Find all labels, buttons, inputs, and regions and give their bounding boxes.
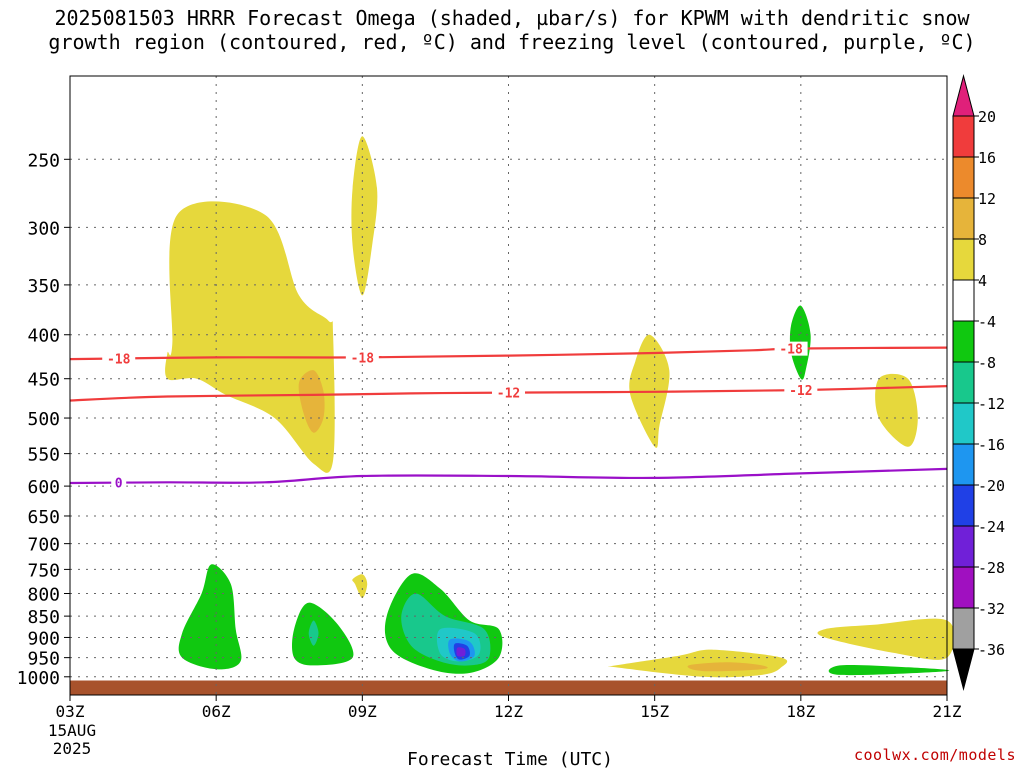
x-tick-label: 06Z [202, 702, 231, 721]
contour-label-0-0: -18 [107, 352, 131, 367]
y-tick-label: 400 [27, 326, 60, 347]
colorbar-label: 20 [978, 108, 996, 126]
colorbar-label: -32 [978, 600, 1005, 618]
colorbar-bin [952, 484, 975, 527]
x-date-label: 15AUG [48, 721, 96, 740]
colorbar-bin [952, 115, 975, 158]
contour-label-0-2: -18 [779, 343, 803, 358]
omega-region-10 [291, 602, 354, 666]
contour-label-bg [491, 385, 525, 400]
contour-label-bg [345, 350, 379, 365]
contour-line-2 [69, 467, 948, 485]
colorbar-label: -24 [978, 518, 1005, 536]
y-tick-label: 600 [27, 477, 60, 498]
omega-region-11 [308, 620, 319, 646]
y-tick-label: 350 [27, 276, 60, 297]
y-tick-label: 300 [27, 218, 60, 239]
colorbar-label: -20 [978, 477, 1005, 495]
colorbar-label: -36 [978, 641, 1005, 659]
colorbar-bin [952, 156, 975, 199]
y-tick-label: 450 [27, 370, 60, 391]
y-tick-label: 800 [27, 584, 60, 605]
contour-label-0-1: -18 [351, 351, 375, 366]
colorbar-bin [952, 443, 975, 486]
chart-title-line2: growth region (contoured, red, ºC) and f… [48, 30, 976, 54]
colorbar-label: -4 [978, 313, 996, 331]
colorbar-bin [952, 566, 975, 609]
colorbar-bin [952, 197, 975, 240]
x-date-label: 2025 [53, 739, 92, 758]
chart-title-line1: 2025081503 HRRR Forecast Omega (shaded, … [54, 6, 970, 30]
colorbar-label: 16 [978, 149, 996, 167]
contour-label-bg [784, 383, 818, 398]
contour-label-bg [774, 341, 808, 356]
omega-region-3 [352, 574, 368, 599]
colorbar-label: 4 [978, 272, 987, 290]
x-axis-label: Forecast Time (UTC) [407, 749, 613, 768]
y-tick-label: 700 [27, 535, 60, 556]
contour-layer: -18 -18 -18 -12 -12 0 [69, 341, 948, 492]
colorbar-bin [952, 361, 975, 404]
y-tick-label: 900 [27, 628, 60, 649]
chart-title: 2025081503 HRRR Forecast Omega (shaded, … [0, 6, 1024, 54]
omega-region-17 [456, 647, 466, 657]
colorbar-bin [952, 525, 975, 568]
colorbar-label: 12 [978, 190, 996, 208]
colorbar-label: -12 [978, 395, 1005, 413]
x-tick-label: 18Z [786, 702, 815, 721]
y-axis: 2503003504004505005506006507007508008509… [17, 150, 70, 689]
omega-region-9 [178, 564, 242, 670]
contour-label-bg [102, 351, 136, 366]
colorbar-label: -28 [978, 559, 1005, 577]
y-tick-label: 650 [27, 507, 60, 528]
colorbar-label: -16 [978, 436, 1005, 454]
colorbar-bin [952, 238, 975, 281]
colorbar-bin [952, 279, 975, 322]
contour-label-bg [111, 475, 127, 490]
terrain-band [70, 680, 947, 695]
colorbar-bin [952, 402, 975, 445]
y-tick-label: 550 [27, 445, 60, 466]
colorbar-over-triangle [952, 74, 975, 117]
omega-region-19 [828, 665, 950, 676]
y-tick-label: 750 [27, 560, 60, 581]
x-axis: Forecast Time (UTC) 03Z 06Z 09Z 12Z 15Z 18Z 21… [48, 695, 962, 768]
x-tick-label: 12Z [494, 702, 523, 721]
colorbar-label: 8 [978, 231, 987, 249]
contour-label-1-1: -12 [789, 384, 812, 399]
terrain-layer [70, 680, 947, 695]
contour-label-1-0: -12 [497, 387, 520, 402]
y-tick-label: 850 [27, 607, 60, 628]
x-tick-label: 03Z [56, 702, 85, 721]
colorbar-label: -8 [978, 354, 996, 372]
colorbar: 20 16 12 8 4 -4 -8 -12 -16 -20 -24 -28 -32 -36 [952, 74, 1005, 691]
omega-region-1 [298, 370, 325, 433]
colorbar-bin [952, 607, 975, 650]
omega-region-2 [351, 136, 378, 296]
y-tick-label: 1000 [17, 668, 60, 689]
x-tick-label: 09Z [348, 702, 377, 721]
source-credit: coolwx.com/models [853, 746, 1016, 764]
omega-region-0 [165, 201, 335, 473]
y-tick-label: 950 [27, 649, 60, 670]
y-tick-label: 500 [27, 409, 60, 430]
omega-region-6 [817, 618, 955, 660]
contour-label-2-0: 0 [115, 477, 123, 492]
colorbar-under-triangle [952, 648, 975, 691]
x-tick-label: 21Z [933, 702, 962, 721]
y-tick-label: 250 [27, 150, 60, 171]
omega-region-8 [687, 662, 768, 672]
x-tick-label: 15Z [640, 702, 669, 721]
omega-region-5 [875, 373, 918, 447]
colorbar-bin [952, 320, 975, 363]
